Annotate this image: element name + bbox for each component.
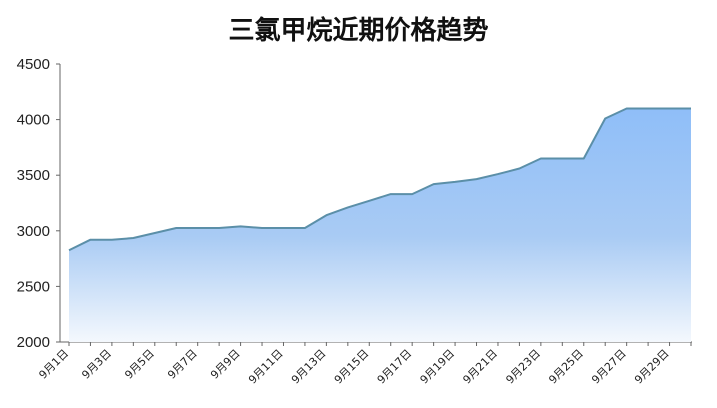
x-tick-label: 9月5日 xyxy=(122,347,157,382)
x-tick-label: 9月29日 xyxy=(632,347,672,387)
x-tick-label: 9月9日 xyxy=(208,347,243,382)
y-tick-label: 2000 xyxy=(17,334,50,351)
price-area xyxy=(69,108,691,342)
y-tick-label: 2500 xyxy=(17,278,50,295)
x-tick-label: 9月11日 xyxy=(246,347,286,387)
y-tick-label: 4000 xyxy=(17,112,50,129)
x-tick-label: 9月25日 xyxy=(546,347,586,387)
y-tick-label: 3500 xyxy=(17,167,50,184)
x-tick-label: 9月23日 xyxy=(503,347,543,387)
x-tick-label: 9月7日 xyxy=(165,347,200,382)
price-line xyxy=(68,107,691,252)
x-tick-label: 9月17日 xyxy=(375,347,415,387)
x-tick-label: 9月1日 xyxy=(36,347,71,382)
y-tick-label: 4500 xyxy=(17,56,50,73)
x-tick-label: 9月21日 xyxy=(460,347,500,387)
x-tick-label: 9月27日 xyxy=(589,347,629,387)
x-tick-label: 9月13日 xyxy=(289,347,329,387)
chart-title: 三氯甲烷近期价格趋势 xyxy=(228,16,489,46)
x-tick-label: 9月15日 xyxy=(332,347,372,387)
y-tick-label: 3000 xyxy=(17,223,50,240)
x-tick-label: 9月3日 xyxy=(79,347,114,382)
x-tick-label: 9月19日 xyxy=(418,347,458,387)
